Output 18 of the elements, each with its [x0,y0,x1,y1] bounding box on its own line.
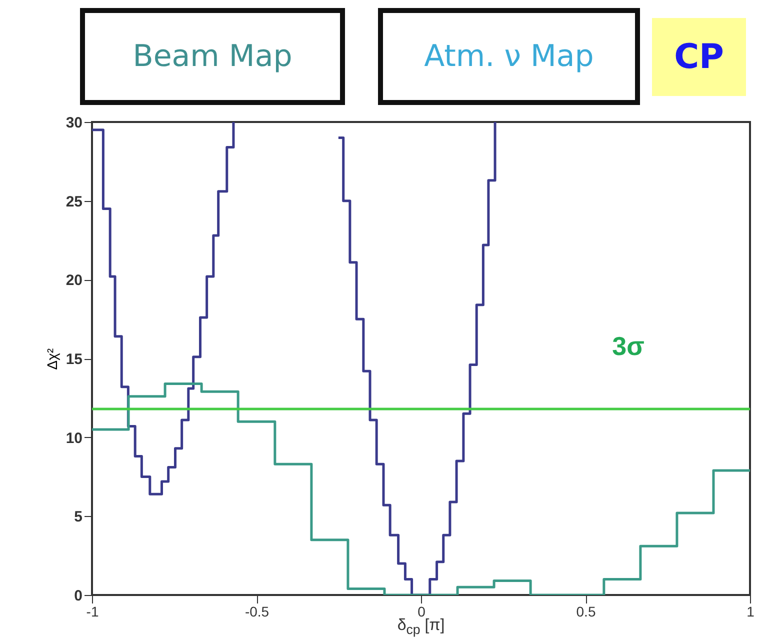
y-tick-label: 10 [66,430,82,447]
text: Beam Map [80,8,345,105]
text: Atm. ν Map [378,8,640,105]
y-tick-label: 5 [74,508,82,526]
x-tick-label: -0.5 [244,604,270,620]
x-axis-title: δ$_{cp}$ [π] [397,617,445,638]
x-tick-label: 1 [746,604,755,620]
y-tick-label: 0 [74,588,82,604]
y-axis-title: Δχ² [44,348,60,370]
x-tick-label: 0.5 [576,604,596,620]
x-tick-label: 0 [418,604,426,620]
y-tick-label: 15 [66,351,82,368]
text: CP [652,18,746,96]
y-tick-label: 20 [66,272,82,290]
y-tick-label: 25 [66,193,82,210]
x-tick-label: -1 [86,604,99,620]
ref-line-label: 3σ [612,330,645,361]
y-tick-label: 30 [66,114,82,132]
